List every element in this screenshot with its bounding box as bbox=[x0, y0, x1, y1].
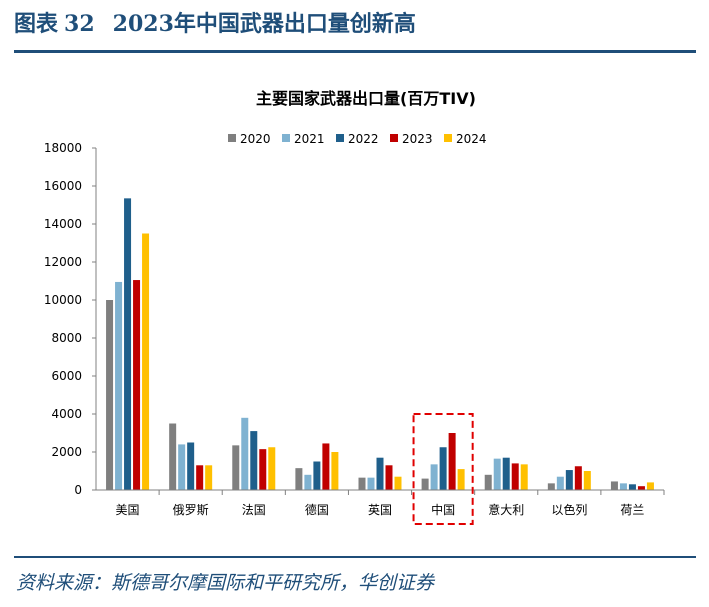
x-tick-label-意大利: 意大利 bbox=[488, 502, 524, 517]
bar-美国-2021 bbox=[115, 281, 123, 490]
bar-以色列-2021 bbox=[556, 476, 564, 490]
bar-中国-2024 bbox=[457, 469, 465, 490]
bar-series bbox=[106, 198, 654, 490]
bar-chart: 主要国家武器出口量(百万TIV) 2020 2021 2022 2023 2024 0 2… bbox=[44, 89, 665, 525]
figure-number: 32 bbox=[64, 11, 95, 37]
source-note: 资料来源：斯德哥尔摩国际和平研究所，华创证券 bbox=[16, 572, 435, 594]
legend-label-2021: 2021 bbox=[294, 132, 325, 146]
bar-法国-2022 bbox=[250, 431, 258, 490]
bar-中国-2023 bbox=[448, 433, 456, 490]
y-tick-label-2000: 2000 bbox=[51, 445, 82, 459]
bar-英国-2020 bbox=[358, 477, 366, 490]
bar-荷兰-2023 bbox=[637, 486, 645, 490]
y-tick-label-18000: 18000 bbox=[44, 141, 82, 155]
bar-以色列-2023 bbox=[574, 466, 582, 490]
bar-意大利-2020 bbox=[484, 474, 492, 490]
bar-俄罗斯-2024 bbox=[205, 465, 213, 490]
legend-swatch-2021 bbox=[282, 134, 290, 142]
bar-英国-2021 bbox=[367, 477, 375, 490]
bar-以色列-2024 bbox=[583, 471, 591, 490]
x-tick-label-俄罗斯: 俄罗斯 bbox=[173, 503, 209, 517]
highlight-box bbox=[412, 413, 474, 525]
bar-意大利-2021 bbox=[493, 458, 501, 490]
bar-美国-2023 bbox=[133, 280, 141, 490]
y-tick-label-4000: 4000 bbox=[51, 407, 82, 421]
bar-法国-2023 bbox=[259, 449, 267, 490]
y-tick-label-8000: 8000 bbox=[51, 331, 82, 345]
bar-以色列-2020 bbox=[547, 483, 555, 490]
figure-title: 图表 32 2023年中国武器出口量创新高 bbox=[14, 6, 416, 42]
bar-以色列-2022 bbox=[565, 470, 573, 490]
y-tick-label-16000: 16000 bbox=[44, 179, 82, 193]
legend-swatch-2020 bbox=[228, 134, 236, 142]
x-tick-label-英国: 英国 bbox=[368, 503, 392, 517]
bar-俄罗斯-2021 bbox=[178, 444, 186, 490]
bar-中国-2021 bbox=[430, 464, 438, 490]
bar-荷兰-2024 bbox=[646, 482, 654, 490]
bar-法国-2024 bbox=[268, 447, 276, 490]
legend-label-2024: 2024 bbox=[456, 132, 487, 146]
figure-label: 图表 bbox=[14, 11, 59, 37]
top-divider bbox=[14, 50, 696, 53]
bottom-divider bbox=[14, 556, 696, 558]
bar-俄罗斯-2022 bbox=[187, 442, 195, 490]
bar-荷兰-2021 bbox=[619, 483, 627, 490]
legend-swatch-2024 bbox=[444, 134, 452, 142]
y-tick-label-10000: 10000 bbox=[44, 293, 82, 307]
bar-德国-2023 bbox=[322, 443, 330, 490]
bar-荷兰-2022 bbox=[628, 484, 636, 490]
legend-swatch-2022 bbox=[336, 134, 344, 142]
bar-德国-2021 bbox=[304, 474, 312, 490]
bar-美国-2024 bbox=[142, 233, 150, 490]
legend-swatch-2023 bbox=[390, 134, 398, 142]
legend-label-2020: 2020 bbox=[240, 132, 271, 146]
bar-意大利-2022 bbox=[502, 457, 510, 490]
bar-法国-2021 bbox=[241, 417, 249, 490]
bar-美国-2022 bbox=[124, 198, 132, 490]
y-tick-label-12000: 12000 bbox=[44, 255, 82, 269]
x-axis: 美国 俄罗斯 法国 德国 英国 中国 意大利 以色列 荷兰 bbox=[96, 489, 665, 517]
bar-意大利-2024 bbox=[520, 464, 528, 490]
bar-美国-2020 bbox=[106, 300, 114, 490]
y-tick-label-6000: 6000 bbox=[51, 369, 82, 383]
x-tick-label-荷兰: 荷兰 bbox=[620, 503, 644, 517]
bar-英国-2024 bbox=[394, 476, 402, 490]
x-tick-label-法国: 法国 bbox=[242, 503, 266, 517]
y-tick-label-14000: 14000 bbox=[44, 217, 82, 231]
y-axis: 0 2000 4000 6000 8000 10000 12000 14000 16000 180… bbox=[44, 141, 97, 497]
figure-title-text: 2023年中国武器出口量创新高 bbox=[112, 11, 416, 37]
bar-德国-2022 bbox=[313, 461, 321, 490]
chart-legend: 2020 2021 2022 2023 2024 bbox=[228, 132, 487, 146]
legend-label-2023: 2023 bbox=[402, 132, 433, 146]
x-tick-label-美国: 美国 bbox=[116, 503, 140, 517]
bar-中国-2022 bbox=[439, 447, 447, 490]
x-tick-label-德国: 德国 bbox=[305, 502, 329, 517]
bar-中国-2020 bbox=[421, 478, 429, 490]
bar-英国-2022 bbox=[376, 457, 384, 490]
bar-英国-2023 bbox=[385, 465, 393, 490]
bar-德国-2020 bbox=[295, 468, 303, 490]
bar-德国-2024 bbox=[331, 452, 339, 490]
bar-意大利-2023 bbox=[511, 463, 519, 490]
bar-俄罗斯-2023 bbox=[196, 465, 204, 490]
bar-法国-2020 bbox=[232, 445, 240, 490]
x-tick-label-以色列: 以色列 bbox=[551, 503, 587, 517]
legend-label-2022: 2022 bbox=[348, 132, 379, 146]
chart-title: 主要国家武器出口量(百万TIV) bbox=[256, 89, 476, 108]
x-tick-label-中国: 中国 bbox=[431, 502, 455, 517]
bar-俄罗斯-2020 bbox=[169, 423, 177, 490]
y-tick-label-0: 0 bbox=[74, 483, 82, 497]
bar-荷兰-2020 bbox=[610, 481, 618, 490]
